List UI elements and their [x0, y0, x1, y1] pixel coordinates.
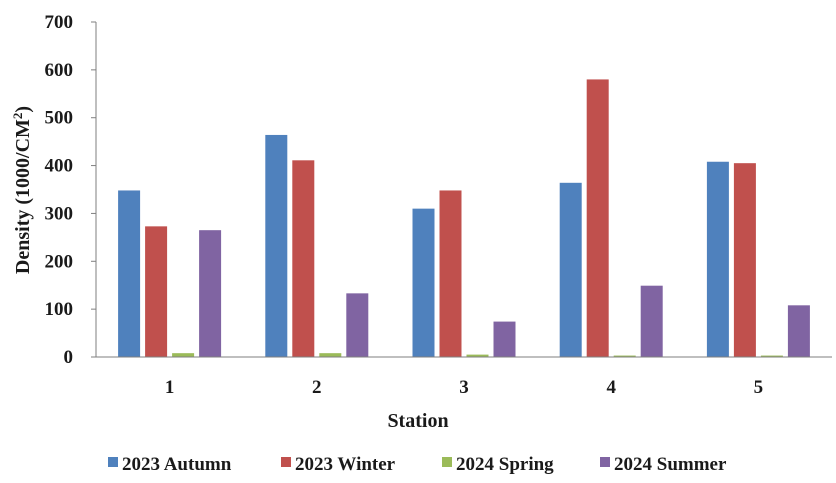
bar-2023-winter-station-2	[292, 160, 315, 357]
bar-2024-summer-station-3	[493, 321, 516, 357]
bar-2023-autumn-station-3	[412, 208, 435, 357]
bar-2023-autumn-station-5	[706, 161, 729, 357]
legend-swatch-2023-winter	[281, 457, 291, 467]
x-tick-label: 2	[312, 377, 322, 398]
legend-label-2024-spring: 2024 Spring	[456, 454, 554, 475]
bars	[118, 79, 810, 357]
bar-2024-spring-station-5	[760, 355, 783, 357]
bar-2024-spring-station-3	[466, 354, 489, 357]
legend-swatch-2023-autumn	[108, 457, 118, 467]
bar-2024-summer-station-2	[346, 293, 369, 357]
y-axis-ticks: 0 100 200 300 400 500 600 700	[45, 12, 96, 368]
legend-label-2023-winter: 2023 Winter	[295, 454, 396, 475]
legend-swatch-2024-summer	[600, 457, 610, 467]
bar-2023-autumn-station-2	[265, 134, 288, 357]
x-axis-title: Station	[387, 410, 448, 432]
bar-2023-autumn-station-1	[118, 190, 141, 357]
x-axis-ticks: 1 2 3 4 5	[165, 377, 763, 398]
y-tick-label: 100	[45, 299, 74, 320]
x-tick-label: 5	[754, 377, 764, 398]
bar-2024-spring-station-1	[172, 353, 195, 357]
bar-2023-winter-station-5	[733, 163, 756, 357]
legend: 2023 Autumn 2023 Winter 2024 Spring 2024 Su…	[108, 454, 727, 475]
y-tick-label: 200	[45, 251, 74, 272]
bar-2023-winter-station-1	[145, 226, 168, 357]
legend-label-2024-summer: 2024 Summer	[614, 454, 727, 475]
y-tick-label: 400	[45, 156, 74, 177]
bar-2024-spring-station-2	[319, 353, 342, 357]
y-tick-label: 300	[45, 203, 74, 224]
y-tick-label: 500	[45, 108, 74, 129]
bar-2023-autumn-station-4	[559, 182, 582, 357]
bar-2023-winter-station-4	[586, 79, 609, 357]
bar-2024-summer-station-1	[199, 230, 222, 357]
x-tick-label: 4	[606, 377, 616, 398]
x-tick-label: 1	[165, 377, 175, 398]
legend-swatch-2024-spring	[442, 457, 452, 467]
bar-2024-spring-station-4	[613, 355, 636, 357]
y-tick-label: 700	[45, 12, 74, 33]
y-axis-title: Density (1000/CM2)	[10, 106, 34, 274]
bar-2023-winter-station-3	[439, 190, 462, 357]
legend-label-2023-autumn: 2023 Autumn	[122, 454, 232, 475]
y-tick-label: 0	[64, 347, 74, 368]
bar-2024-summer-station-4	[640, 285, 663, 357]
x-tick-label: 3	[459, 377, 469, 398]
y-tick-label: 600	[45, 60, 74, 81]
axes	[95, 22, 832, 358]
bar-2024-summer-station-5	[787, 305, 810, 357]
